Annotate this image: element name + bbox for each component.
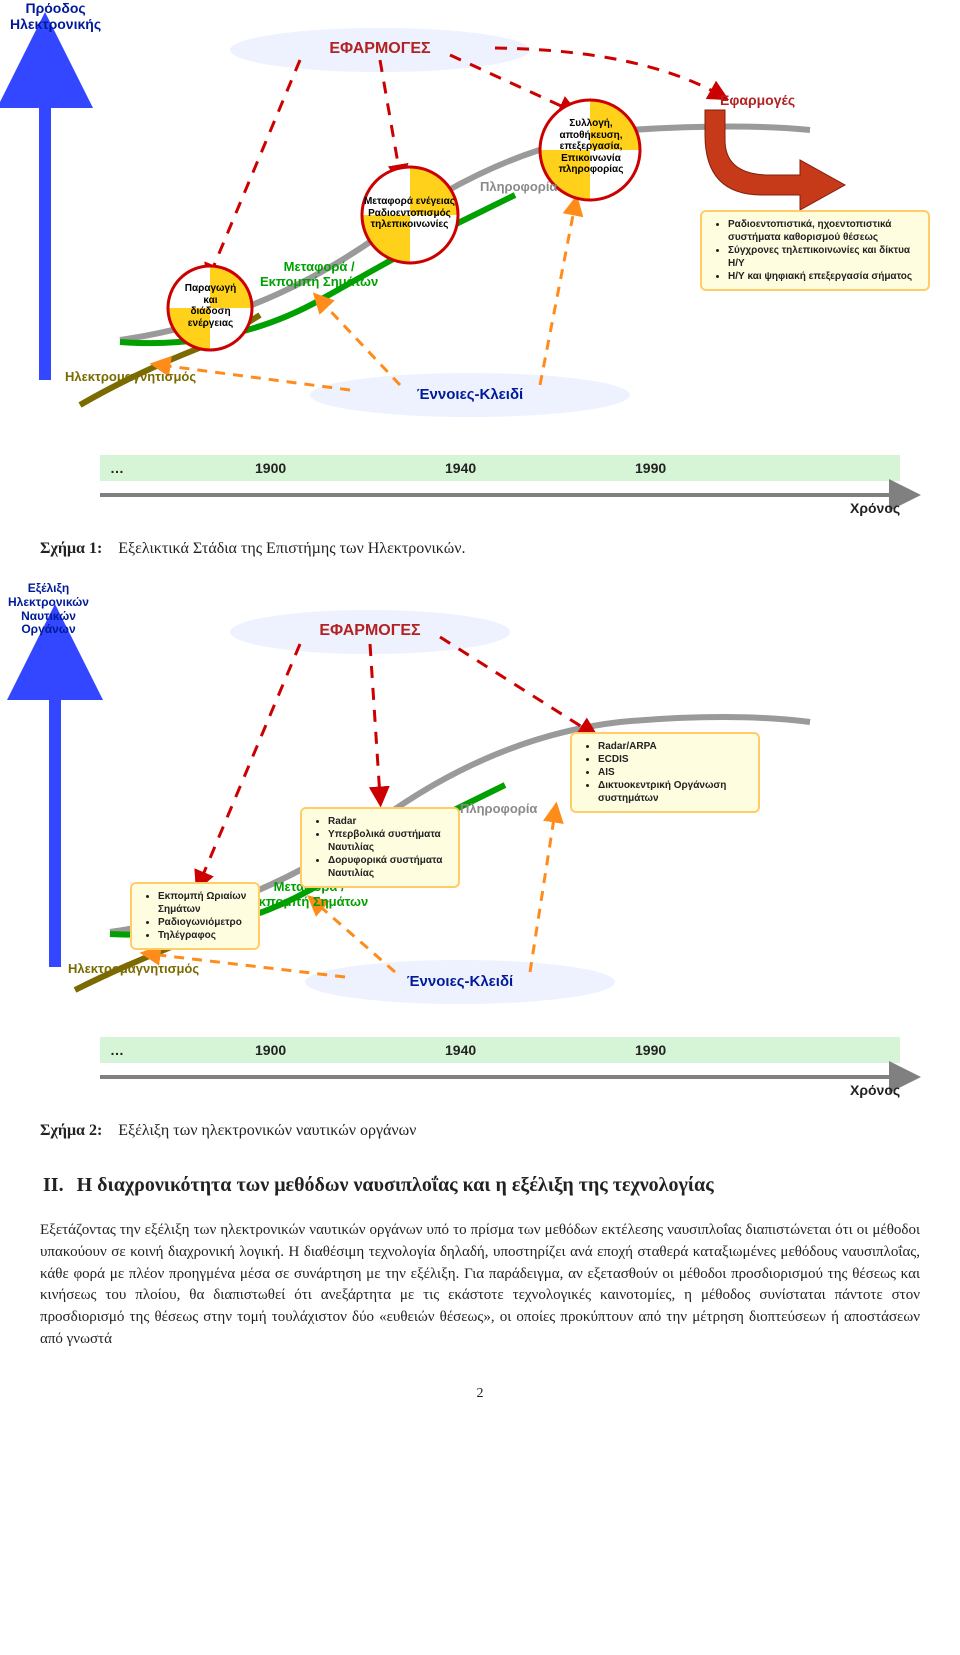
box-item: AIS <box>598 766 750 779</box>
axis-title-2: Εξέλιξη Ηλεκτρονικών Ναυτικών Οργάνων <box>8 582 89 637</box>
section-2-roman: ΙΙ. <box>43 1171 64 1200</box>
box-d2-2: RadarΥπερβολικά συστήματα ΝαυτιλίαςΔορυφ… <box>300 807 460 888</box>
box-item: Radar/ARPA <box>598 740 750 753</box>
timeline-dots-2: … <box>110 1042 124 1058</box>
oval-bottom-2: Έννοιες-Κλειδί <box>385 973 535 990</box>
section-2: ΙΙ. Η διαχρονικότητα των μεθόδων ναυσιπλ… <box>40 1164 920 1351</box>
diagram-2: Εξέλιξη Ηλεκτρονικών Ναυτικών Οργάνων ΕΦ… <box>0 582 960 1112</box>
timeline-axis-label-2: Χρόνος <box>850 1082 900 1098</box>
node-em-2: Ηλεκτρομαγνητισμός <box>68 962 199 977</box>
box-item: Ραδιογωνιόμετρο <box>158 916 250 929</box>
axis-title-1: Πρόοδος Ηλεκτρονικής <box>10 0 101 32</box>
timeline-y3-2: 1990 <box>635 1042 666 1058</box>
box-item: Δορυφορικά συστήματα Ναυτιλίας <box>328 854 450 880</box>
diagram-1: Πρόοδος Ηλεκτρονικής ΕΦΑΡΜΟΓΕΣ Έννοιες-Κ… <box>0 0 960 530</box>
circle3-label: Συλλογή, αποθήκευση, επεξεργασία, Επικοι… <box>550 118 632 176</box>
caption-1: Σχήμα 1: Εξελικτικά Στάδια της Επιστήµης… <box>40 540 960 558</box>
oval-bottom-1: Έννοιες-Κλειδί <box>395 386 545 403</box>
oval-top-2: ΕΦΑΡΜΟΓΕΣ <box>300 622 440 640</box>
node-information-1: Πληροφορία <box>480 180 557 195</box>
box-item: Radar <box>328 815 450 828</box>
timeline-y3-1: 1990 <box>635 460 666 476</box>
timeline-y1-1: 1900 <box>255 460 286 476</box>
node-transport-1: Μεταφορά / Εκπομπή Σημάτων <box>260 260 378 290</box>
box-item: Εκπομπή Ωριαίων Σημάτων <box>158 890 250 916</box>
section-2-heading: Η διαχρονικότητα των μεθόδων ναυσιπλοΐας… <box>77 1171 714 1200</box>
circle1-label: Παραγωγή και διάδοση ενέργειας <box>178 283 243 329</box>
box-item: Υπερβολικά συστήματα Ναυτιλίας <box>328 828 450 854</box>
timeline-y2-2: 1940 <box>445 1042 476 1058</box>
app-label-1: Εφαρμογές <box>720 92 795 108</box>
box-item: Τηλέγραφος <box>158 929 250 942</box>
diagram-2-svg <box>0 582 960 1112</box>
box-d2-1: Εκπομπή Ωριαίων ΣημάτωνΡαδιογωνιόμετροΤη… <box>130 882 260 950</box>
caption-2: Σχήμα 2: Εξέλιξη των ηλεκτρονικών ναυτικ… <box>40 1122 960 1140</box>
page: Πρόοδος Ηλεκτρονικής ΕΦΑΡΜΟΓΕΣ Έννοιες-Κ… <box>0 0 960 1412</box>
box-item: ECDIS <box>598 753 750 766</box>
oval-top-1: ΕΦΑΡΜΟΓΕΣ <box>310 40 450 58</box>
page-number: 2 <box>0 1366 960 1412</box>
box-item: Ραδιοεντοπιστικά, ηχοεντοπιστικά συστήμα… <box>728 218 920 244</box>
node-em-1: Ηλεκτρομαγνητισμός <box>65 370 196 385</box>
node-information-2: Πληροφορία <box>460 802 537 817</box>
box-d2-3: Radar/ARPAECDISAISΔικτυοκεντρική Οργάνωσ… <box>570 732 760 813</box>
body-paragraph: Εξετάζοντας την εξέλιξη των ηλεκτρονικών… <box>40 1220 920 1351</box>
box-item: Η/Υ και ψηφιακή επεξεργασία σήματος <box>728 270 920 283</box>
box-item: Δικτυοκεντρική Οργάνωση συστημάτων <box>598 779 750 805</box>
circle2-label: Μεταφορά ενέγειας Ραδιοεντοπισμός τηλεπι… <box>357 196 462 231</box>
timeline-axis-label-1: Χρόνος <box>850 500 900 516</box>
box-item: Σύγχρονες τηλεπικοινωνίες και δίκτυα Η/Υ <box>728 244 920 270</box>
timeline-dots-1: … <box>110 460 124 476</box>
app-box-1: Ραδιοεντοπιστικά, ηχοεντοπιστικά συστήμα… <box>700 210 930 291</box>
timeline-y1-2: 1900 <box>255 1042 286 1058</box>
timeline-y2-1: 1940 <box>445 460 476 476</box>
